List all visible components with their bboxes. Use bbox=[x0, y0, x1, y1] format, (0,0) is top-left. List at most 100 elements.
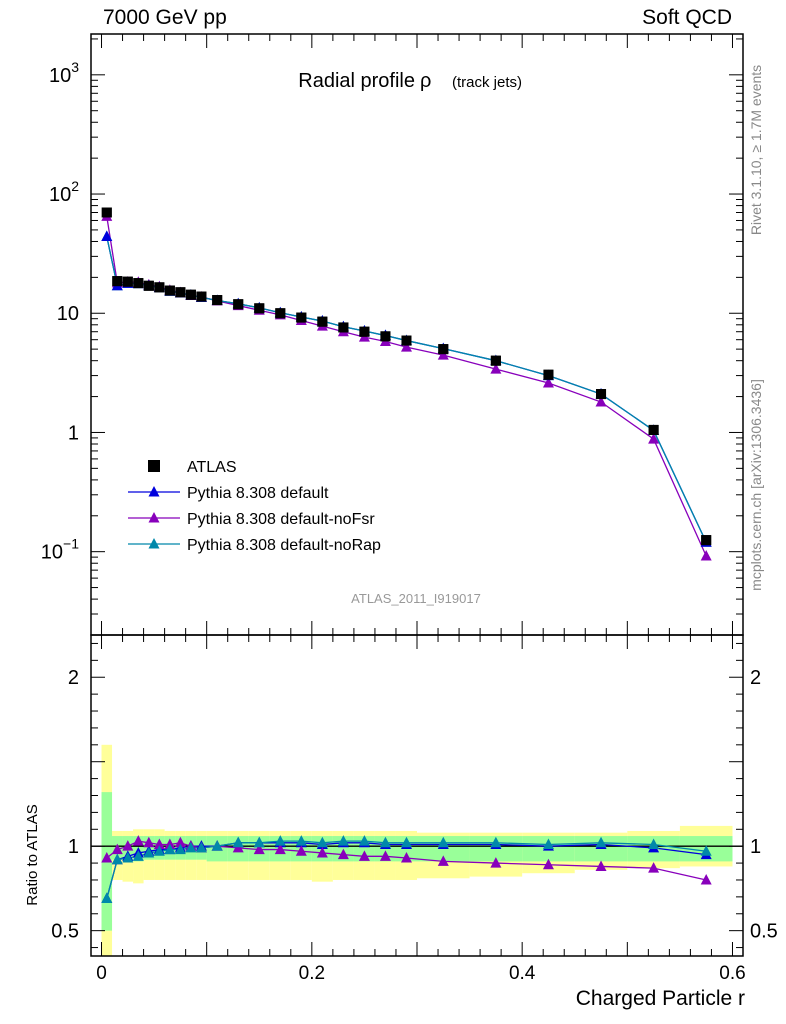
ratio-point-1 bbox=[316, 846, 328, 858]
ratio-point-2 bbox=[316, 836, 328, 848]
main-series-layer bbox=[101, 207, 712, 561]
header-category-label: Soft QCD bbox=[642, 6, 732, 29]
atlas-data-point bbox=[154, 282, 165, 293]
atlas-data-point bbox=[175, 287, 186, 298]
x-tick-label: 0.2 bbox=[299, 963, 325, 984]
atlas-data-point bbox=[112, 276, 123, 287]
chart-title-symbol: ρ bbox=[420, 70, 431, 92]
atlas-data-point bbox=[648, 424, 659, 435]
ratio-y-tick-label: 1 bbox=[68, 836, 79, 858]
atlas-data-point bbox=[133, 278, 144, 289]
ratio-point-1 bbox=[122, 840, 134, 851]
atlas-data-point bbox=[122, 276, 133, 287]
ratio-point-2 bbox=[490, 836, 502, 848]
ratio-point-2 bbox=[379, 836, 391, 848]
ratio-y-tick-label: 2 bbox=[68, 667, 79, 689]
ratio-point-2 bbox=[153, 845, 165, 856]
ratio-point-1 bbox=[437, 855, 449, 866]
x-axis-title: Charged Particle r bbox=[576, 987, 745, 1010]
ratio-y-tick-label-right: 2 bbox=[750, 667, 761, 689]
ratio-point-1 bbox=[101, 852, 113, 863]
ratio-point-1 bbox=[143, 836, 155, 848]
ratio-point-1 bbox=[153, 838, 165, 849]
ratio-point-2 bbox=[143, 846, 155, 858]
y-tick-label: 103 bbox=[49, 59, 79, 87]
chart-title-suffix: (track jets) bbox=[452, 74, 522, 91]
ratio-point-2 bbox=[195, 841, 207, 853]
ratio-point-1 bbox=[542, 858, 554, 870]
mcplots-label: mcplots.cern.ch [arXiv:1306.3436] bbox=[748, 379, 764, 591]
ratio-point-2 bbox=[132, 850, 144, 861]
ratio-point-1 bbox=[700, 873, 712, 885]
legend-marker bbox=[148, 538, 160, 549]
atlas-data-point bbox=[401, 335, 412, 346]
y-tick-label: 10−1 bbox=[41, 536, 79, 564]
legend-label: ATLAS bbox=[187, 459, 237, 476]
ratio-point-2 bbox=[358, 835, 370, 846]
ratio-point-2 bbox=[174, 843, 186, 855]
ratio-point-2 bbox=[111, 853, 123, 865]
atlas-data-point bbox=[233, 299, 244, 310]
legend-label: Pythia 8.308 default bbox=[187, 485, 329, 502]
analysis-label: ATLAS_2011_I919017 bbox=[351, 591, 481, 606]
atlas-data-point bbox=[212, 295, 223, 306]
ratio-point-2 bbox=[337, 835, 349, 846]
ratio-point-2 bbox=[232, 836, 244, 848]
legend-marker bbox=[148, 512, 160, 523]
x-tick-label: 0 bbox=[96, 963, 107, 984]
chart-title: Radial profile bbox=[298, 70, 415, 92]
series-point-2 bbox=[700, 549, 712, 561]
x-tick-label: 0.6 bbox=[719, 963, 745, 984]
ratio-point-1 bbox=[400, 852, 412, 863]
y-tick-label: 10 bbox=[57, 303, 79, 325]
ratio-point-1 bbox=[490, 857, 502, 868]
series-line-2 bbox=[106, 216, 707, 557]
ratio-y-tick-label-right: 0.5 bbox=[750, 921, 778, 943]
ratio-point-2 bbox=[164, 843, 176, 855]
atlas-data-point bbox=[490, 355, 501, 366]
atlas-data-point bbox=[317, 316, 328, 327]
ratio-point-2 bbox=[253, 836, 265, 848]
atlas-data-point bbox=[296, 312, 307, 323]
atlas-data-point bbox=[143, 280, 154, 291]
ratio-point-1 bbox=[379, 850, 391, 861]
ratio-point-1 bbox=[595, 860, 607, 871]
ratio-point-2 bbox=[101, 892, 113, 904]
ratio-point-2 bbox=[700, 845, 712, 856]
atlas-data-point bbox=[254, 303, 265, 314]
atlas-data-point bbox=[359, 326, 370, 337]
atlas-data-point bbox=[380, 331, 391, 342]
ratio-point-1 bbox=[132, 835, 144, 846]
series-point-2 bbox=[595, 396, 607, 407]
ratio-point-1 bbox=[174, 836, 186, 848]
ratio-point-2 bbox=[400, 836, 412, 848]
atlas-data-point bbox=[196, 291, 207, 302]
ratio-point-1 bbox=[648, 862, 660, 873]
series-point-2 bbox=[648, 433, 660, 444]
header-energy-label: 7000 GeV pp bbox=[103, 6, 227, 29]
axis-ticks bbox=[91, 34, 743, 956]
series-point-2 bbox=[400, 341, 412, 352]
atlas-data-point bbox=[543, 369, 554, 380]
ratio-point-1 bbox=[253, 843, 265, 855]
series-point-2 bbox=[490, 363, 502, 374]
ratio-point-1 bbox=[274, 843, 286, 855]
atlas-data-point bbox=[438, 344, 449, 355]
ratio-point-2 bbox=[648, 838, 660, 849]
atlas-data-point bbox=[701, 535, 712, 546]
legend: ATLAS Pythia 8.308 default Pythia 8.308 de… bbox=[128, 459, 381, 554]
y-tick-label: 102 bbox=[49, 178, 79, 206]
y-axis-title-ratio: Ratio to ATLAS bbox=[24, 804, 41, 905]
ratio-point-2 bbox=[211, 840, 223, 851]
ratio-point-2 bbox=[274, 835, 286, 846]
atlas-data-point bbox=[338, 322, 349, 333]
atlas-data-point bbox=[101, 207, 112, 218]
series-point-2 bbox=[542, 376, 554, 388]
ratio-point-2 bbox=[542, 838, 554, 849]
ratio-frame bbox=[90, 634, 744, 957]
legend-marker bbox=[148, 486, 160, 497]
legend-marker-atlas bbox=[148, 460, 160, 472]
ratio-point-1 bbox=[358, 850, 370, 861]
rivet-version-label: Rivet 3.1.10, ≥ 1.7M events bbox=[748, 65, 764, 235]
legend-label: Pythia 8.308 default-noRap bbox=[187, 537, 381, 554]
